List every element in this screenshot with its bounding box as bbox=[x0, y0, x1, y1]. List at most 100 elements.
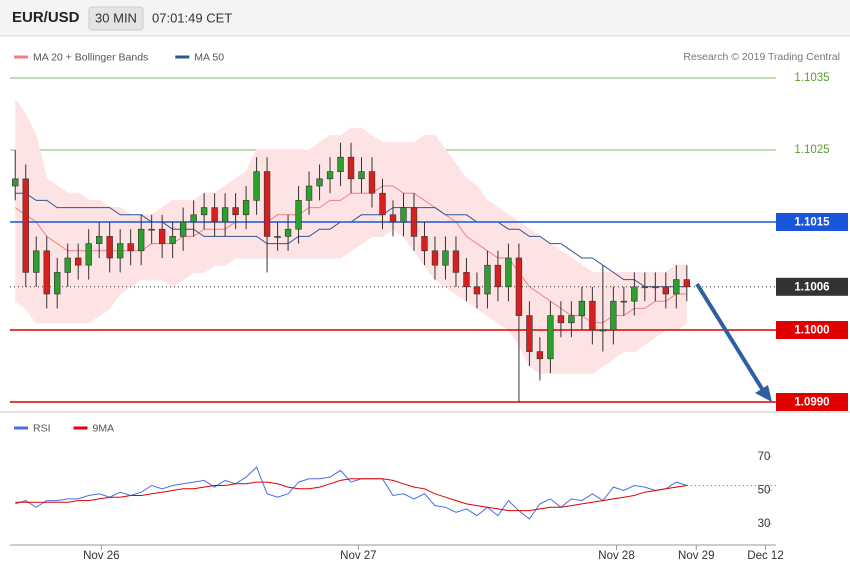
candle-body bbox=[431, 250, 439, 266]
y-tick-label: 50 bbox=[758, 485, 771, 497]
candle-body bbox=[452, 250, 460, 273]
candle-body bbox=[85, 243, 92, 266]
candle-body bbox=[12, 178, 19, 187]
copyright: Research © 2019 Trading Central bbox=[683, 51, 840, 63]
candle-body bbox=[463, 272, 470, 288]
candle-body bbox=[232, 207, 239, 216]
legend-label: MA 50 bbox=[194, 51, 224, 63]
level-box bbox=[776, 277, 848, 296]
candle-body bbox=[106, 236, 113, 259]
candle-body bbox=[200, 207, 208, 216]
candle-body bbox=[326, 171, 334, 180]
candle-body bbox=[274, 236, 281, 238]
candle-body bbox=[33, 250, 40, 273]
candle-body bbox=[683, 279, 690, 288]
candle-body bbox=[557, 315, 565, 324]
x-tick-label: Nov 27 bbox=[340, 550, 376, 562]
candle-body bbox=[368, 171, 376, 194]
legend-label: RSI bbox=[33, 422, 51, 434]
candle-body bbox=[536, 351, 544, 360]
candle-body bbox=[494, 264, 502, 288]
candle-body bbox=[547, 315, 554, 360]
legend-label: 9MA bbox=[93, 422, 115, 434]
candle-body bbox=[410, 207, 418, 237]
interval-box[interactable] bbox=[88, 6, 144, 31]
candle-body bbox=[610, 300, 617, 331]
candle-body bbox=[242, 200, 250, 216]
candle-body bbox=[673, 279, 680, 295]
candle-body bbox=[578, 300, 586, 316]
candle-body bbox=[442, 250, 449, 266]
candle-body bbox=[64, 257, 71, 273]
level-label: 1.1000 bbox=[794, 325, 829, 337]
arrow-head bbox=[755, 385, 772, 402]
candle-body bbox=[389, 214, 397, 223]
candle-body bbox=[505, 257, 512, 288]
candle-body bbox=[263, 171, 271, 237]
y-tick-label: 70 bbox=[758, 451, 771, 463]
candle-body bbox=[127, 243, 134, 252]
candle-body bbox=[158, 228, 166, 244]
level-box bbox=[776, 393, 848, 411]
candle-body bbox=[316, 178, 323, 187]
candle-body bbox=[473, 286, 481, 295]
band-lower bbox=[14, 228, 688, 374]
candle-body bbox=[620, 300, 628, 303]
candle-body bbox=[179, 221, 187, 237]
candle-body bbox=[358, 171, 365, 180]
candle-body bbox=[379, 192, 386, 216]
x-tick-label: Nov 26 bbox=[83, 550, 119, 562]
candle-body bbox=[54, 272, 61, 295]
y-tick-label: 30 bbox=[758, 518, 771, 530]
candle-body bbox=[253, 171, 260, 201]
y-tick-label: 1.1025 bbox=[794, 144, 829, 156]
level-box bbox=[776, 321, 848, 339]
band-upper bbox=[14, 99, 687, 273]
candle-body bbox=[22, 178, 29, 273]
candle-body bbox=[305, 185, 313, 201]
plot-layer: MA 20 + Bollinger Bands MA 50 1.1035 1.1025… bbox=[10, 51, 848, 562]
candle-body bbox=[652, 286, 659, 289]
candle-body bbox=[631, 286, 638, 302]
x-tick-label: Dec 12 bbox=[747, 550, 783, 562]
candle-body bbox=[568, 315, 575, 324]
candle-body bbox=[421, 236, 428, 252]
candle-body bbox=[337, 156, 344, 172]
y-tick-label: 1.1035 bbox=[794, 72, 829, 84]
level-label: 1.1006 bbox=[794, 281, 829, 293]
candle-body bbox=[43, 250, 50, 295]
level-label: 1.1015 bbox=[794, 217, 830, 229]
candle-body bbox=[599, 329, 607, 332]
candle-body bbox=[641, 286, 649, 289]
rsi-line bbox=[15, 466, 687, 520]
candle-body bbox=[484, 264, 491, 295]
candle-body bbox=[284, 228, 292, 237]
time: 07:01:49 CET bbox=[152, 10, 232, 25]
x-tick-label: Nov 29 bbox=[678, 550, 714, 562]
projection-arrow bbox=[695, 282, 766, 394]
legend-label: MA 20 + Bollinger Bands bbox=[33, 51, 148, 63]
candle-body bbox=[526, 315, 533, 352]
candle-body bbox=[169, 236, 176, 244]
candle-body bbox=[221, 207, 229, 223]
symbol: EUR/USD bbox=[12, 9, 80, 26]
candle-body bbox=[589, 300, 596, 331]
level-label: 1.0990 bbox=[794, 397, 829, 409]
candle-body bbox=[347, 156, 355, 180]
candle-body bbox=[400, 207, 407, 223]
x-tick-label: Nov 28 bbox=[598, 550, 634, 562]
candle-body bbox=[148, 228, 155, 231]
candle-body bbox=[137, 228, 145, 252]
interval[interactable]: 30 MIN bbox=[95, 10, 137, 25]
candle-body bbox=[190, 214, 197, 223]
candle-body bbox=[211, 207, 218, 223]
level-box bbox=[776, 213, 848, 231]
candle-body bbox=[96, 236, 103, 244]
candle-body bbox=[662, 286, 670, 295]
candle-body bbox=[116, 243, 124, 259]
candle-body bbox=[515, 257, 523, 316]
rsi-line bbox=[15, 478, 687, 512]
candle-body bbox=[295, 200, 302, 230]
